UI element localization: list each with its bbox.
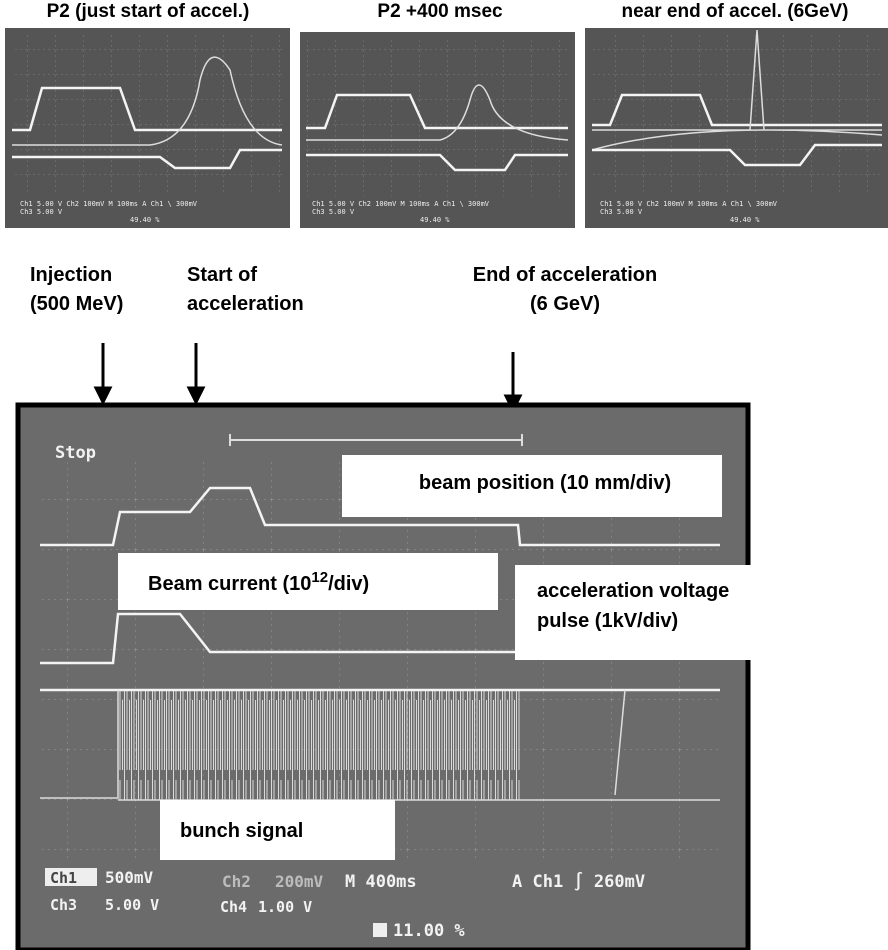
readout: 49.40 % [130,216,160,224]
trace-label: beam position (10 mm/div) [419,472,671,494]
readout: 500mV [105,868,154,887]
readout: 200mV [275,872,324,891]
grid [306,38,568,196]
event-label: Start of [187,264,257,286]
trace-label: pulse (1kV/div) [537,610,678,632]
readout: Ch3 5.00 V [312,208,355,216]
panel: P2 +400 msec Ch1 5.00 V Ch2 100mV M 100m… [300,1,575,228]
event-label: acceleration [187,293,304,315]
panel-title: P2 (just start of accel.) [47,1,250,22]
readout: 49.40 % [730,216,760,224]
panel-title: P2 +400 msec [377,1,503,22]
panel-title: near end of accel. (6GeV) [621,1,848,22]
trace [12,148,282,170]
readout: 1.00 V [258,898,312,916]
main-scope: Stop beam position (10 mm/div) Beam curr… [15,402,790,950]
grid [592,34,882,194]
trace-label: Beam current (1012/div) [148,569,369,595]
trace [306,93,568,130]
readout: Ch1 5.00 V Ch2 100mV M 100ms A Ch1 \ 300… [600,200,778,208]
trace [306,153,568,172]
trace [306,84,569,141]
event-label: (6 GeV) [530,293,600,315]
readout: Ch1 5.00 V Ch2 100mV M 100ms A Ch1 \ 300… [312,200,490,208]
event-label: End of acceleration [473,264,658,286]
event-label: (500 MeV) [30,293,123,315]
readout: Ch1 [50,869,77,887]
readout: 5.00 V [105,896,159,914]
trace-label: bunch signal [180,820,303,842]
readout: Ch4 [220,898,247,916]
readout: 49.40 % [420,216,450,224]
grid [12,34,282,194]
arrows [93,343,523,414]
trace [40,486,720,547]
readout: Ch3 [50,896,77,914]
readout: Ch1 5.00 V Ch2 100mV M 100ms A Ch1 \ 300… [20,200,198,208]
panel: P2 (just start of accel.) Ch1 5.00 V Ch2… [5,1,290,228]
trace [12,86,282,132]
trace [40,612,720,665]
readout: A Ch1 ∫ 260mV [512,871,645,892]
event-label: Injection [30,264,112,286]
readout: 11.00 % [393,921,465,941]
trace [592,143,882,167]
readout: Ch3 5.00 V [600,208,643,216]
readout: M 400ms [345,872,417,892]
trace [12,56,283,146]
readout: Ch2 [222,872,251,891]
panel: near end of accel. (6GeV) Ch1 5.00 V Ch2… [585,1,888,228]
trace [591,29,883,151]
trace-label: acceleration voltage [537,580,729,602]
trace [592,93,882,127]
status: Stop [55,443,96,463]
readout: Ch3 5.00 V [20,208,63,216]
